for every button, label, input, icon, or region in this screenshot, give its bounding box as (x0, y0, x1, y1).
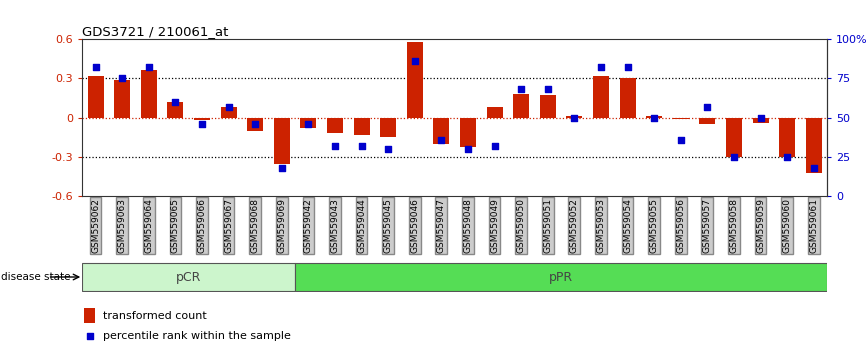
Text: transformed count: transformed count (103, 311, 206, 321)
Bar (487, 107, 502, 118)
Bar (673, 118, 688, 119)
Bar (514, 94, 529, 118)
Bar (167, 102, 184, 118)
Point (354, 143, 368, 149)
Point (540, 86, 554, 92)
Bar (353, 118, 370, 135)
Point (88, 64, 102, 70)
Point (381, 147, 395, 152)
Point (83, 333, 97, 338)
Point (168, 99, 182, 105)
Point (275, 165, 288, 171)
Point (701, 104, 714, 109)
Point (461, 147, 475, 152)
Bar (380, 118, 396, 137)
Point (567, 115, 581, 120)
Bar (805, 118, 822, 173)
Bar (726, 118, 742, 157)
Text: pPR: pPR (549, 270, 573, 284)
Point (301, 121, 315, 127)
Text: GDS3721 / 210061_at: GDS3721 / 210061_at (82, 25, 229, 38)
Bar (619, 78, 636, 118)
Bar (779, 118, 795, 157)
Point (488, 143, 501, 149)
Text: percentile rank within the sample: percentile rank within the sample (103, 331, 291, 341)
Point (195, 121, 209, 127)
Bar (141, 70, 157, 118)
Point (727, 154, 740, 160)
Bar (540, 95, 556, 118)
Bar (295, 263, 827, 291)
Point (594, 64, 608, 70)
Bar (646, 116, 662, 118)
Bar (84, 308, 95, 323)
Point (408, 58, 422, 64)
Bar (566, 116, 582, 118)
Bar (194, 118, 210, 120)
Bar (327, 118, 343, 133)
Point (647, 115, 661, 120)
Point (621, 64, 635, 70)
Point (435, 137, 449, 143)
Point (780, 154, 794, 160)
Bar (593, 76, 609, 118)
Point (142, 64, 156, 70)
Bar (407, 41, 423, 118)
Bar (247, 118, 263, 131)
Point (222, 104, 236, 109)
Point (115, 75, 129, 81)
Bar (221, 107, 236, 118)
Bar (87, 76, 104, 118)
Point (753, 115, 767, 120)
Bar (114, 80, 130, 118)
Bar (82, 263, 295, 291)
Point (807, 165, 821, 171)
Bar (700, 118, 715, 124)
Text: disease state: disease state (1, 272, 70, 282)
Bar (301, 118, 316, 128)
Bar (433, 118, 449, 144)
Point (674, 137, 688, 143)
Point (514, 86, 528, 92)
Point (328, 143, 342, 149)
Bar (460, 118, 476, 147)
Bar (753, 118, 768, 123)
Text: pCR: pCR (176, 270, 202, 284)
Point (249, 121, 262, 127)
Bar (274, 118, 290, 164)
